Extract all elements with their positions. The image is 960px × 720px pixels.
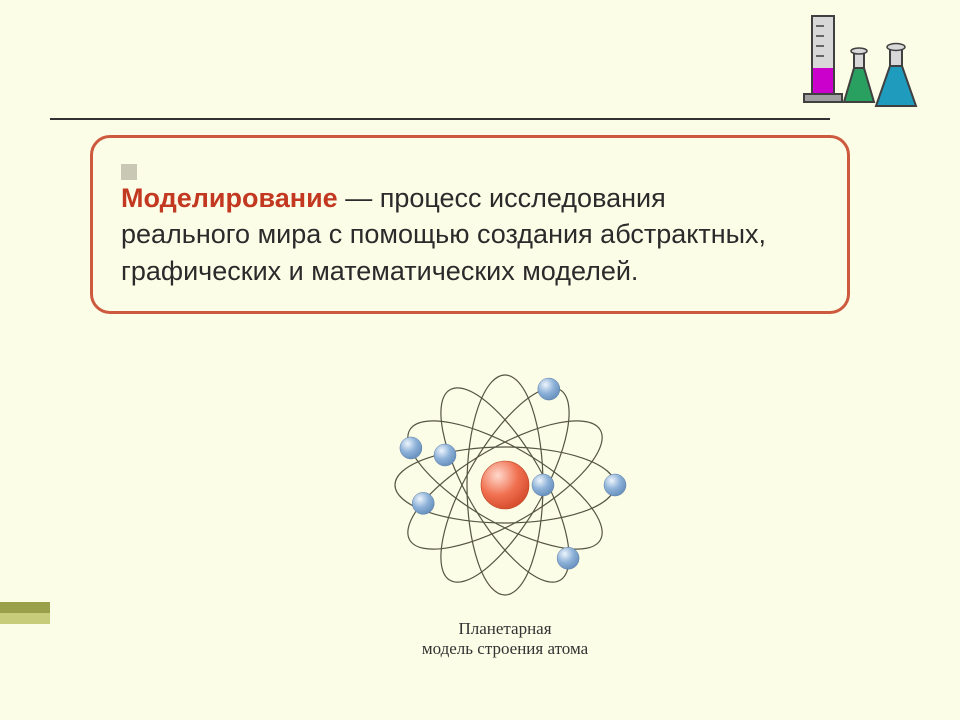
atom-caption: Планетарная модель строения атома: [355, 619, 655, 659]
cylinder-icon: [804, 16, 842, 102]
electron: [434, 444, 456, 466]
atom-diagram: Планетарная модель строения атома: [355, 360, 655, 670]
bullet-icon: [121, 164, 137, 180]
electron: [400, 437, 422, 459]
atom-svg: [375, 360, 635, 610]
electron: [532, 474, 554, 496]
horizontal-divider: [50, 118, 830, 120]
nucleus: [481, 461, 529, 509]
atom-caption-line2: модель строения атома: [422, 639, 588, 658]
electron: [412, 492, 434, 514]
electron: [557, 547, 579, 569]
electron: [538, 378, 560, 400]
atom-caption-line1: Планетарная: [458, 619, 551, 638]
term: Моделирование: [121, 183, 338, 213]
definition-text: Моделирование — процесс исследования реа…: [121, 180, 801, 289]
flask-green-icon: [844, 48, 874, 102]
definition-box: Моделирование — процесс исследования реа…: [90, 135, 850, 314]
electron: [604, 474, 626, 496]
side-accent-icon: [0, 602, 50, 624]
flask-blue-icon: [876, 44, 916, 107]
lab-equipment-icon: [790, 10, 930, 120]
